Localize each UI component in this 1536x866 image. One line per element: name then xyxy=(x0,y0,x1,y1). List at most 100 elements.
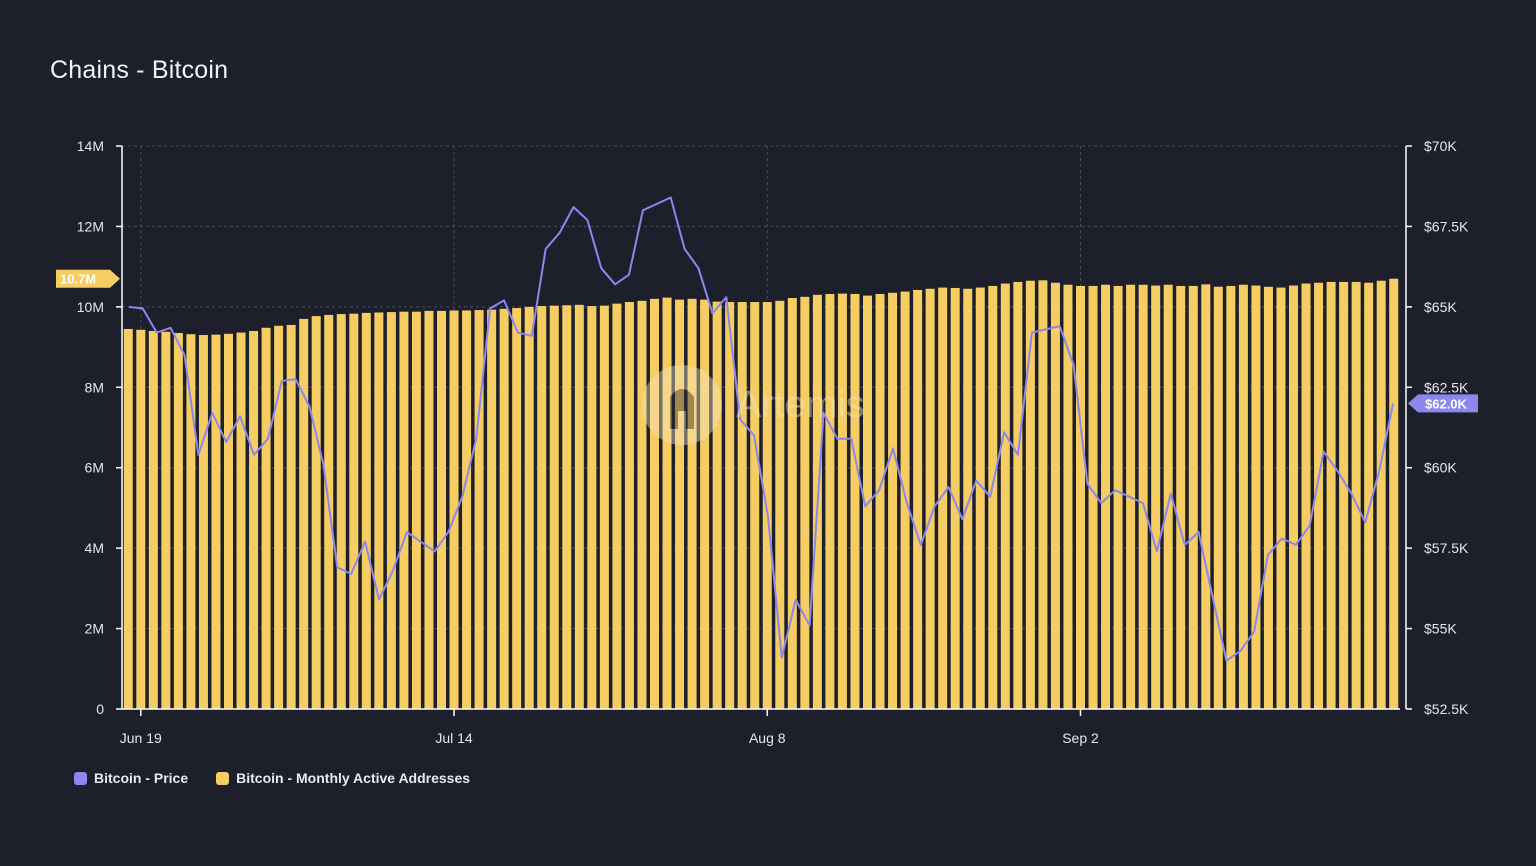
bar-monthly-active-addresses xyxy=(1238,284,1248,709)
right-axis-tick-label: $60K xyxy=(1424,460,1457,476)
bar-monthly-active-addresses xyxy=(186,334,196,709)
bar-monthly-active-addresses xyxy=(1025,280,1035,709)
bar-monthly-active-addresses xyxy=(1251,285,1261,709)
bar-monthly-active-addresses xyxy=(1276,287,1286,709)
bar-monthly-active-addresses xyxy=(223,333,234,709)
legend-label-active-addresses: Bitcoin - Monthly Active Addresses xyxy=(236,770,471,786)
bar-monthly-active-addresses xyxy=(825,293,835,709)
bar-monthly-active-addresses xyxy=(1163,284,1173,709)
bar-monthly-active-addresses xyxy=(274,325,284,709)
bar-monthly-active-addresses xyxy=(787,298,797,709)
left-axis-tick-label: 6M xyxy=(85,460,104,476)
bar-monthly-active-addresses xyxy=(249,330,259,709)
bar-monthly-active-addresses xyxy=(612,303,622,709)
bar-monthly-active-addresses xyxy=(737,302,747,709)
bar-monthly-active-addresses xyxy=(1063,284,1073,709)
left-axis-tick-label: 2M xyxy=(85,621,104,637)
legend-swatch-price xyxy=(74,771,87,785)
bar-monthly-active-addresses xyxy=(311,316,321,709)
bar-monthly-active-addresses xyxy=(700,299,710,709)
bar-monthly-active-addresses xyxy=(888,292,898,709)
bar-monthly-active-addresses xyxy=(800,296,810,709)
bar-monthly-active-addresses xyxy=(411,311,421,709)
bar-monthly-active-addresses xyxy=(1226,285,1236,709)
bar-monthly-active-addresses xyxy=(474,310,484,709)
bar-monthly-active-addresses xyxy=(336,314,346,709)
bar-monthly-active-addresses xyxy=(286,324,296,709)
right-axis-tick-label: $57.5K xyxy=(1424,540,1469,556)
bar-monthly-active-addresses xyxy=(374,312,384,709)
left-axis-tick-label: 0 xyxy=(96,701,104,717)
bar-monthly-active-addresses xyxy=(599,305,609,709)
left-axis-tick-label: 14M xyxy=(77,138,104,154)
bar-monthly-active-addresses xyxy=(1113,285,1123,709)
bar-monthly-active-addresses xyxy=(675,299,685,709)
right-axis-tick-label: $55K xyxy=(1424,621,1457,637)
bar-monthly-active-addresses xyxy=(712,301,722,709)
bar-monthly-active-addresses xyxy=(1050,282,1060,709)
bar-monthly-active-addresses xyxy=(1075,285,1086,709)
bar-monthly-active-addresses xyxy=(236,332,246,709)
bar-monthly-active-addresses xyxy=(1351,281,1361,709)
bar-monthly-active-addresses xyxy=(261,327,271,709)
bar-monthly-active-addresses xyxy=(1263,286,1273,709)
bar-monthly-active-addresses xyxy=(637,300,647,709)
bar-monthly-active-addresses xyxy=(837,293,847,709)
bar-monthly-active-addresses xyxy=(136,329,146,709)
bar-monthly-active-addresses xyxy=(1101,284,1111,709)
right-axis-tick-label: $62.5K xyxy=(1424,379,1469,395)
bar-monthly-active-addresses xyxy=(975,287,985,709)
bar-monthly-active-addresses xyxy=(524,306,534,709)
bar-monthly-active-addresses xyxy=(662,297,672,709)
bar-monthly-active-addresses xyxy=(1188,285,1198,709)
bar-monthly-active-addresses xyxy=(1138,284,1148,709)
bar-monthly-active-addresses xyxy=(499,308,509,709)
bar-monthly-active-addresses xyxy=(361,312,371,709)
bar-monthly-active-addresses xyxy=(1326,281,1336,709)
right-axis-tick-label: $52.5K xyxy=(1424,701,1469,717)
bar-monthly-active-addresses xyxy=(462,310,472,709)
bar-monthly-active-addresses xyxy=(913,289,923,709)
bar-monthly-active-addresses xyxy=(449,310,459,709)
bar-monthly-active-addresses xyxy=(148,330,158,709)
left-axis-tick-label: 4M xyxy=(85,540,104,556)
bar-monthly-active-addresses xyxy=(938,287,948,709)
bar-monthly-active-addresses xyxy=(1364,282,1374,709)
left-axis-tick-label: 8M xyxy=(85,379,104,395)
bar-monthly-active-addresses xyxy=(512,308,522,709)
bar-monthly-active-addresses xyxy=(762,302,772,709)
bar-monthly-active-addresses xyxy=(900,291,910,709)
chart-legend: Bitcoin - Price Bitcoin - Monthly Active… xyxy=(74,770,470,786)
bar-monthly-active-addresses xyxy=(1339,281,1349,709)
legend-swatch-active-addresses xyxy=(216,771,230,785)
bar-monthly-active-addresses xyxy=(386,312,396,709)
bar-monthly-active-addresses xyxy=(211,334,221,709)
legend-item-price[interactable]: Bitcoin - Price xyxy=(74,770,188,786)
right-axis-tick-label: $65K xyxy=(1424,299,1457,315)
right-axis-tick-label: $67.5K xyxy=(1424,218,1469,234)
bar-monthly-active-addresses xyxy=(424,310,434,709)
right-axis-tick-label: $70K xyxy=(1424,138,1457,154)
bar-monthly-active-addresses xyxy=(587,306,597,709)
bar-monthly-active-addresses xyxy=(1000,283,1010,709)
legend-item-active-addresses[interactable]: Bitcoin - Monthly Active Addresses xyxy=(216,770,470,786)
x-axis-tick-label: Sep 2 xyxy=(1062,730,1099,746)
left-axis-tick-label: 10M xyxy=(77,299,104,315)
bar-monthly-active-addresses xyxy=(161,331,171,709)
chart-title: Chains - Bitcoin xyxy=(50,56,229,84)
bar-monthly-active-addresses xyxy=(649,298,660,709)
bar-monthly-active-addresses xyxy=(1314,282,1324,709)
bar-monthly-active-addresses xyxy=(1013,281,1023,709)
bar-monthly-active-addresses xyxy=(850,293,860,709)
bar-monthly-active-addresses xyxy=(1389,278,1399,709)
price-value-callout-bg xyxy=(1408,394,1478,413)
bar-monthly-active-addresses xyxy=(574,304,584,709)
left-axis-tick-label: 12M xyxy=(77,218,104,234)
price-line xyxy=(128,196,1395,662)
bar-monthly-active-addresses xyxy=(963,288,973,709)
bar-monthly-active-addresses xyxy=(725,302,735,709)
x-axis-tick-label: Aug 8 xyxy=(749,730,786,746)
bar-monthly-active-addresses xyxy=(436,310,447,709)
bar-monthly-active-addresses xyxy=(1301,283,1311,709)
